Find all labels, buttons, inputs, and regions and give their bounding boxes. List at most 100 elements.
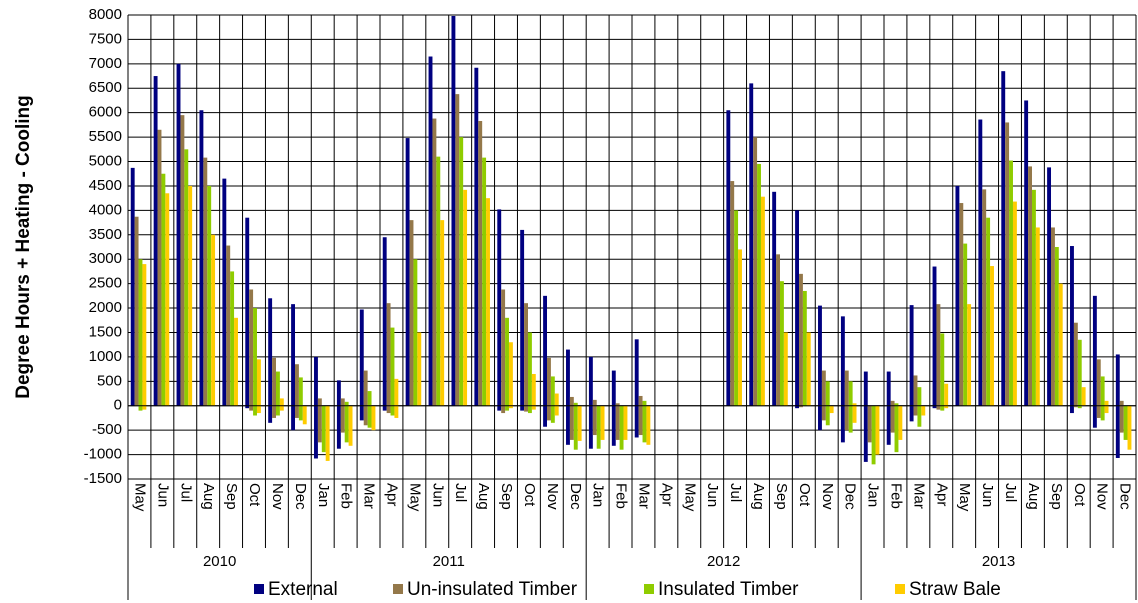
bar xyxy=(497,405,502,411)
bar xyxy=(852,405,857,423)
bar xyxy=(505,317,509,406)
bar xyxy=(573,405,578,450)
y-tick-label: 8000 xyxy=(89,6,122,23)
bar xyxy=(249,405,254,411)
bar xyxy=(508,342,513,406)
bar xyxy=(268,405,273,423)
x-tick-label: Dec xyxy=(567,483,584,510)
bar xyxy=(459,137,464,406)
bar xyxy=(298,405,303,421)
y-tick-label: 5500 xyxy=(89,128,122,145)
x-tick-label: Apr xyxy=(933,483,950,506)
legend-swatch xyxy=(254,584,264,594)
bar xyxy=(619,405,624,450)
bar xyxy=(436,156,441,406)
bar xyxy=(818,405,822,431)
bar xyxy=(478,120,483,406)
x-tick-label: Dec xyxy=(292,483,309,510)
bar xyxy=(249,289,254,406)
x-tick-label: Jun xyxy=(154,483,171,507)
bar xyxy=(875,405,880,455)
bar xyxy=(138,405,143,411)
bar xyxy=(799,273,803,406)
x-tick-label: Mar xyxy=(635,483,652,509)
bar xyxy=(272,405,276,418)
bar xyxy=(302,405,307,425)
bar xyxy=(432,118,437,406)
bar xyxy=(486,198,490,406)
bar xyxy=(1123,405,1128,440)
bar xyxy=(336,380,341,406)
x-tick-label: Feb xyxy=(613,483,630,509)
bar xyxy=(1096,405,1101,418)
bar xyxy=(554,393,559,406)
bar xyxy=(367,391,372,406)
bar xyxy=(317,405,322,443)
bar xyxy=(130,167,135,406)
bar xyxy=(913,375,918,406)
bar xyxy=(317,398,322,406)
x-tick-label: Jul xyxy=(727,483,744,502)
x-tick-label: Nov xyxy=(269,483,286,510)
bar xyxy=(863,371,868,406)
bar xyxy=(932,266,937,406)
bar xyxy=(275,371,280,406)
bar xyxy=(180,115,185,406)
y-tick-label: 1000 xyxy=(89,348,122,365)
bar xyxy=(611,370,616,406)
bar xyxy=(760,196,765,406)
x-tick-label: Oct xyxy=(796,483,813,507)
bar xyxy=(1127,405,1132,450)
bar xyxy=(569,396,574,406)
x-tick-label: Aug xyxy=(200,483,217,510)
bar xyxy=(967,304,972,406)
bar xyxy=(268,298,273,406)
bar xyxy=(298,377,303,406)
y-tick-label: 3500 xyxy=(89,226,122,243)
bar xyxy=(386,303,391,406)
x-tick-label: Jul xyxy=(1002,483,1019,502)
bar xyxy=(520,229,525,406)
bar xyxy=(867,405,872,443)
bar xyxy=(1115,405,1120,458)
bar xyxy=(848,381,853,406)
bar xyxy=(1058,283,1063,406)
bar xyxy=(795,405,800,409)
x-tick-label: Aug xyxy=(1025,483,1042,510)
bar xyxy=(615,403,620,406)
bar xyxy=(455,94,460,406)
bar xyxy=(944,405,949,409)
bar xyxy=(501,289,506,406)
y-tick-label: -1500 xyxy=(84,470,122,487)
bar xyxy=(291,304,296,406)
bar xyxy=(1100,376,1105,406)
x-tick-label: Oct xyxy=(246,483,263,507)
y-tick-label: -1000 xyxy=(84,446,122,463)
bar xyxy=(245,405,250,409)
bar xyxy=(990,266,994,406)
bar xyxy=(818,305,822,406)
bar xyxy=(142,264,147,406)
bar xyxy=(550,405,555,423)
bar xyxy=(596,405,601,449)
x-tick-label: Nov xyxy=(819,483,836,510)
y-tick-label: -500 xyxy=(92,421,122,438)
bar xyxy=(344,401,349,406)
bar xyxy=(592,405,597,436)
year-label: 2013 xyxy=(982,553,1015,570)
bar xyxy=(1005,122,1010,406)
bar xyxy=(550,376,555,406)
bar xyxy=(642,405,647,443)
bar xyxy=(1070,405,1074,414)
bar xyxy=(409,220,414,406)
bar xyxy=(222,178,227,406)
x-tick-label: Oct xyxy=(521,483,538,507)
bar xyxy=(340,398,345,406)
bar xyxy=(386,405,391,414)
bar xyxy=(371,405,376,431)
bar xyxy=(291,405,296,431)
bar xyxy=(359,405,364,421)
bar xyxy=(913,405,918,416)
bar xyxy=(524,303,528,406)
bar xyxy=(1073,322,1078,406)
